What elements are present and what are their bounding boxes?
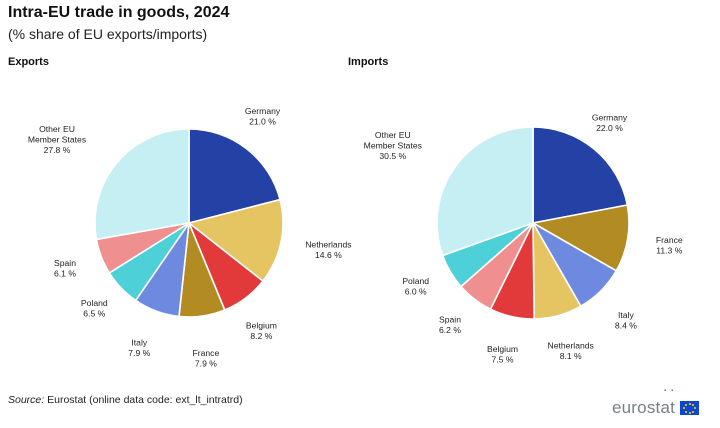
slice-label-poland: Poland 6.5 % (81, 298, 108, 319)
slice-label-other-eu-member-states: Other EU Member States 27.8 % (28, 124, 86, 155)
slice-label-other-eu-member-states: Other EU Member States 30.5 % (364, 130, 422, 161)
slice-label-france: France 11.3 % (656, 235, 683, 256)
slice-label-france: France 7.9 % (193, 348, 220, 369)
source-label: Source: (8, 394, 45, 406)
chart-subtitle: (% share of EU exports/imports) (8, 26, 208, 42)
source-note: Source: Eurostat (online data code: ext_… (8, 394, 243, 406)
slice-label-belgium: Belgium 8.2 % (246, 321, 277, 342)
slice-label-germany: Germany 22.0 % (592, 113, 628, 134)
chart-title: Intra-EU trade in goods, 2024 (8, 4, 230, 21)
pie-slice-other-eu-member-states (436, 126, 534, 257)
eurostat-logo-text: eurostat (612, 398, 676, 417)
pie-slice-germany (188, 128, 282, 225)
slice-label-italy: Italy 7.9 % (128, 338, 150, 359)
slice-label-germany: Germany 21.0 % (245, 106, 281, 127)
slice-label-netherlands: Netherlands 14.6 % (305, 240, 351, 261)
slice-label-netherlands: Netherlands 8.1 % (548, 341, 594, 362)
pie-slice-netherlands (187, 198, 284, 283)
source-text: Eurostat (online data code: ext_lt_intra… (44, 394, 243, 406)
pie-slice-france (530, 204, 630, 272)
slice-label-poland: Poland 6.0 % (402, 276, 429, 297)
imports-panel-title: Imports (348, 56, 389, 68)
eurostat-logo: eurostat (612, 398, 700, 418)
slice-label-belgium: Belgium 7.5 % (487, 344, 518, 365)
logo-marks: ▪ ▪ (664, 388, 674, 394)
exports-panel-title: Exports (8, 56, 49, 68)
pie-slice-other-eu-member-states (94, 128, 190, 241)
exports-pie: Germany 21.0 % Netherlands 14.6 % Belgium 8.2… (28, 106, 352, 368)
slice-label-italy: Italy 8.4 % (615, 310, 637, 331)
slice-label-spain: Spain 6.1 % (54, 258, 76, 279)
pie-slice-germany (532, 126, 629, 224)
imports-pie: Germany 22.0 % France 11.3 % Italy 8.4 % Nethe… (364, 113, 683, 365)
eu-flag-icon (680, 401, 700, 415)
slice-label-spain: Spain 6.2 % (439, 314, 461, 335)
